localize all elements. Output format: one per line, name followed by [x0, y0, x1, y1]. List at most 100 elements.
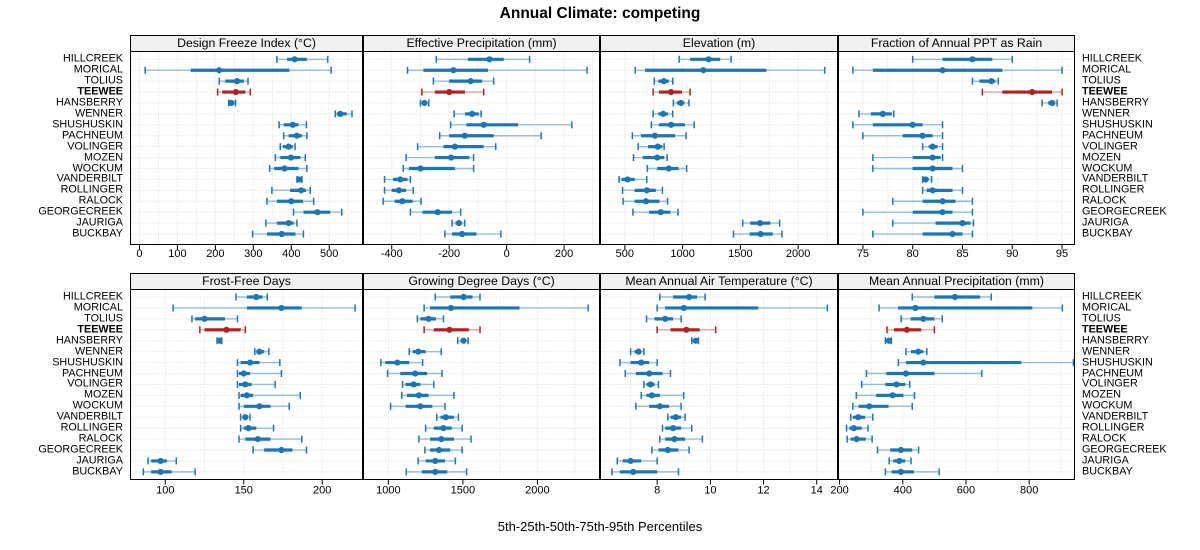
- whisker-jauriga: [892, 219, 975, 227]
- panel-frost-free-days: Frost-Free Days 100 150 200: [130, 273, 363, 497]
- median-dot: [677, 99, 684, 107]
- whisker-teewee: [216, 88, 252, 96]
- median-dot: [657, 209, 664, 216]
- site-label-hansberry: HANSBERRY: [55, 96, 123, 109]
- strip-title: Frost-Free Days: [202, 274, 291, 288]
- site-label-rollinger: ROLLINGER: [60, 183, 123, 196]
- median-dot: [486, 56, 493, 63]
- median-dot: [434, 209, 441, 216]
- whisker-hansberry: [216, 337, 223, 345]
- median-dot: [435, 446, 443, 454]
- median-dot: [216, 67, 223, 74]
- median-dot: [685, 293, 693, 301]
- whisker-morical: [423, 304, 589, 312]
- whisker-volinger: [921, 143, 944, 151]
- median-dot: [314, 209, 321, 216]
- median-dot: [951, 293, 959, 301]
- whisker-volinger: [643, 380, 660, 388]
- whisker-wenner: [334, 110, 353, 118]
- median-dot: [417, 165, 424, 172]
- whisker-tolius: [432, 77, 495, 85]
- site-column-left: HILLCREEK MORICAL TOLIUS TEEWEE HANSBERRY WEN…: [0, 0, 126, 550]
- median-dot: [415, 392, 422, 399]
- median-dot: [642, 198, 650, 205]
- site-label-teewee: TEEWEE: [77, 85, 123, 98]
- whisker-morical: [172, 304, 356, 312]
- median-dot: [285, 143, 292, 150]
- site-label-wockum: WOCKUM: [72, 399, 123, 412]
- whisker-rollinger: [271, 186, 312, 194]
- whisker-morical: [144, 66, 332, 74]
- median-dot: [959, 220, 966, 227]
- median-dot: [278, 230, 285, 238]
- panel-growing-degree-days-c: Growing Degree Days (°C) 1000 1500 2000: [363, 273, 600, 497]
- whisker-vanderbilt: [921, 175, 933, 183]
- median-dot: [897, 468, 904, 475]
- whisker-shushuskin: [619, 359, 658, 367]
- whisker-wockum: [389, 402, 446, 410]
- median-dot: [432, 468, 439, 475]
- site-label-pachneum: PACHNEUM: [62, 129, 123, 142]
- median-dot: [909, 121, 916, 128]
- axis-tick-label: 400: [282, 248, 300, 260]
- median-dot: [410, 381, 417, 388]
- median-dot: [232, 88, 239, 96]
- whisker-ralock: [846, 435, 873, 443]
- whisker-mozen: [274, 154, 307, 162]
- whisker-wenner: [453, 110, 482, 118]
- median-dot: [450, 67, 457, 74]
- median-dot: [671, 435, 678, 443]
- site-label-georgecreek: GEORGECREEK: [38, 443, 123, 456]
- whisker-shushuskin: [650, 121, 695, 129]
- strip-title: Elevation (m): [683, 36, 755, 50]
- site-label-buckbay: BUCKBAY: [72, 227, 123, 240]
- whisker-tolius: [653, 77, 674, 85]
- median-dot: [480, 121, 487, 128]
- median-dot: [949, 230, 956, 238]
- whisker-buckbay: [884, 468, 940, 476]
- median-dot: [296, 176, 303, 183]
- median-dot: [337, 110, 344, 117]
- whisker-volinger: [279, 143, 296, 151]
- median-dot: [853, 435, 860, 443]
- axis-tick-label: 800: [1020, 485, 1038, 497]
- site-label-wockum: WOCKUM: [1082, 399, 1133, 412]
- site-label-wenner: WENNER: [75, 107, 123, 120]
- site-label-jauriga: JAURIGA: [1082, 454, 1129, 467]
- median-dot: [256, 348, 263, 355]
- whisker-hillcreek: [434, 293, 481, 301]
- whisker-georgecreek: [862, 208, 974, 216]
- whisker-mozen: [632, 154, 668, 162]
- whisker-ralock: [418, 435, 472, 443]
- site-column-left: HILLCREEK MORICAL TOLIUS TEEWEE HANSBERRY WEN…: [0, 0, 126, 550]
- median-dot: [228, 99, 235, 107]
- whisker-jauriga: [147, 457, 178, 465]
- site-label-hansberry: HANSBERRY: [1082, 334, 1150, 347]
- whisker-pachneum: [624, 370, 672, 378]
- whisker-teewee: [199, 326, 247, 334]
- median-dot: [700, 67, 707, 74]
- whisker-wenner: [253, 348, 270, 356]
- whisker-teewee: [656, 326, 717, 334]
- whisker-pachneum: [631, 132, 687, 140]
- whisker-buckbay: [611, 468, 680, 476]
- whisker-mozen: [405, 154, 475, 162]
- site-label-vanderbilt: VANDERBILT: [56, 410, 123, 423]
- median-dot: [902, 370, 910, 377]
- whisker-volinger: [860, 380, 911, 388]
- whisker-hillcreek: [435, 55, 531, 63]
- median-dot: [654, 143, 661, 150]
- whisker-mozen: [401, 391, 455, 399]
- whisker-rollinger: [239, 424, 275, 432]
- whisker-georgecreek: [409, 208, 462, 216]
- whisker-tolius: [900, 315, 944, 323]
- site-label-teewee: TEEWEE: [1082, 85, 1128, 98]
- median-dot: [866, 403, 873, 410]
- median-dot: [254, 435, 261, 443]
- axis-tick-label: 1000: [670, 248, 694, 260]
- axis-tick-label: 150: [235, 485, 253, 497]
- axis-tick-label: 12: [757, 485, 769, 497]
- site-label-mozen: MOZEN: [1082, 388, 1121, 401]
- site-label-shushuskin: SHUSHUSKIN: [1082, 118, 1153, 131]
